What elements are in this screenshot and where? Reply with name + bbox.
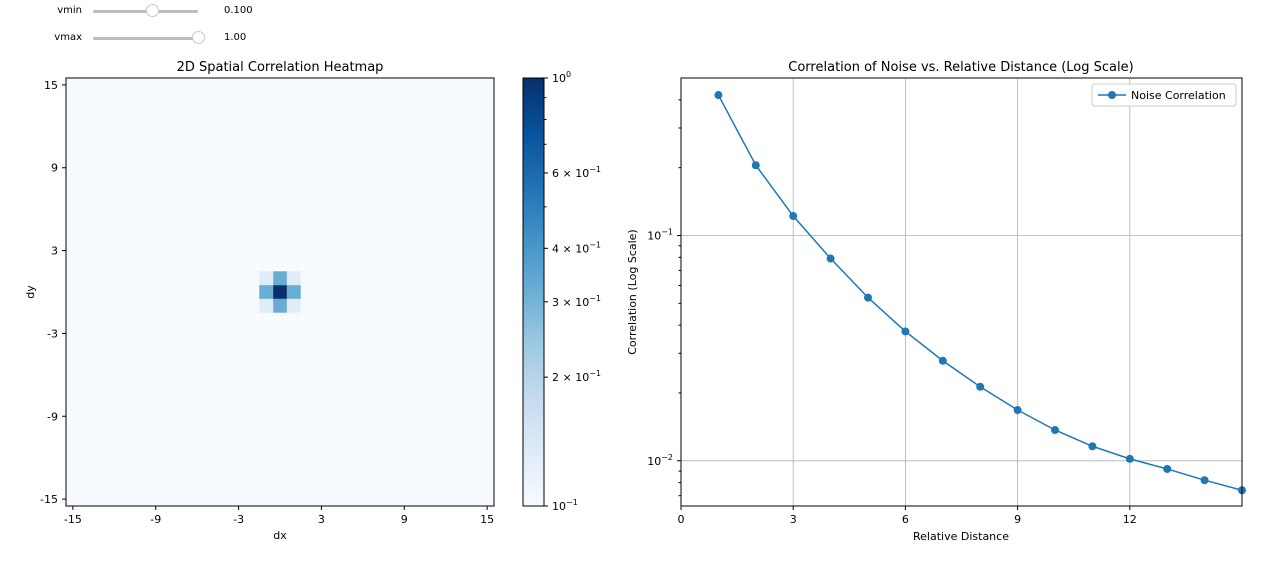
colorbar-tick-label: 6 × 10−1: [552, 165, 601, 180]
line-x-tick-label: 0: [678, 513, 685, 526]
series-point: [901, 327, 910, 336]
heatmap-cell: [286, 271, 301, 286]
vmin-slider-track[interactable]: [93, 10, 198, 13]
line-series: [714, 91, 1246, 495]
line-x-tick-label: 9: [1014, 513, 1021, 526]
heatmap-y-tick-label: 9: [51, 162, 58, 175]
heatmap-y-ticks: 15 9 3 -3 -9 -15: [40, 79, 66, 506]
heatmap-cell: [259, 298, 274, 313]
heatmap-y-label: dy: [24, 285, 37, 299]
series-point: [1200, 476, 1209, 485]
line-x-tick-label: 12: [1123, 513, 1137, 526]
heatmap-cell: [259, 285, 274, 299]
series-line: [717, 94, 1243, 491]
heatmap-x-tick-label: 15: [480, 513, 494, 526]
colorbar-tick-label: 3 × 10−1: [552, 294, 601, 309]
series-point: [976, 382, 985, 391]
colorbar-ticks: 100 6 × 10−1 4 × 10−1 3 × 10−1 2 × 10−1 10−1: [544, 70, 601, 513]
series-point: [1163, 464, 1172, 473]
series-point: [751, 161, 760, 170]
vmax-slider-track[interactable]: [93, 37, 198, 40]
vmax-label: vmax: [54, 32, 82, 43]
legend-marker-swatch: [1108, 91, 1116, 99]
line-y-label: Correlation (Log Scale): [626, 229, 639, 354]
heatmap-cell: [259, 271, 274, 286]
vmax-slider-thumb[interactable]: [191, 31, 205, 44]
heatmap-x-tick-label: -15: [64, 513, 82, 526]
line-y-ticks: 10−1 10−2: [647, 99, 681, 497]
line-y-tick-label: 10−2: [647, 453, 673, 468]
series-point: [1125, 454, 1134, 463]
heatmap-y-tick-label: -3: [47, 327, 58, 340]
heatmap-y-tick-label: 3: [51, 245, 58, 258]
line-grid: [681, 78, 1242, 506]
line-frame: [680, 77, 1243, 507]
line-legend: Noise Correlation: [1091, 83, 1237, 107]
vmax-slider-row: vmax 1.00: [0, 28, 300, 48]
colorbar-tick-label: 100: [552, 70, 571, 85]
line-x-tick-label: 6: [902, 513, 909, 526]
series-point: [1088, 442, 1097, 451]
series-point: [789, 212, 798, 221]
heatmap-x-ticks: -15 -9 -3 3 9 15: [64, 506, 494, 526]
heatmap-cell: [286, 298, 301, 313]
series-point: [1051, 425, 1059, 434]
vmin-value: 0.100: [224, 5, 253, 16]
heatmap-cell: [273, 271, 287, 286]
vmin-slider-thumb[interactable]: [145, 4, 159, 17]
heatmap-x-tick-label: -3: [233, 513, 244, 526]
heatmap-cell: [273, 285, 287, 299]
heatmap-cell: [273, 298, 287, 313]
colorbar-tick-label: 4 × 10−1: [552, 240, 601, 255]
vmin-slider-row: vmin 0.100: [0, 1, 300, 21]
heatmap-cells: [66, 78, 494, 506]
line-x-tick-label: 3: [790, 513, 797, 526]
colorbar-gradient: [523, 78, 544, 506]
series-point: [864, 293, 872, 302]
heatmap-y-tick-label: 15: [44, 79, 58, 92]
series-point: [714, 91, 723, 100]
heatmap-title: 2D Spatial Correlation Heatmap: [177, 60, 384, 75]
line-x-label: Relative Distance: [913, 530, 1009, 543]
vmax-value: 1.00: [224, 32, 247, 43]
legend-label: Noise Correlation: [1131, 89, 1226, 102]
series-point: [1013, 406, 1022, 415]
heatmap-y-tick-label: -9: [47, 410, 58, 423]
heatmap-cell: [286, 285, 301, 299]
heatmap-x-label: dx: [273, 529, 287, 542]
vmin-label: vmin: [57, 5, 82, 16]
line-x-ticks: 0 3 6 9 12: [678, 506, 1137, 526]
heatmap-y-tick-label: -15: [40, 493, 58, 506]
heatmap-x-tick-label: 9: [401, 513, 408, 526]
colorbar-tick-label: 10−1: [552, 498, 578, 513]
heatmap-x-tick-label: 3: [318, 513, 325, 526]
line-title: Correlation of Noise vs. Relative Distan…: [788, 60, 1133, 75]
colorbar-tick-label: 2 × 10−1: [552, 369, 601, 384]
colorbar-frame: [522, 77, 545, 507]
series-point: [826, 254, 835, 263]
line-y-tick-label: 10−1: [647, 227, 673, 242]
heatmap-x-tick-label: -9: [150, 513, 161, 526]
legend-box: [1091, 83, 1237, 107]
heatmap-frame: [65, 77, 495, 507]
series-point: [938, 356, 947, 365]
